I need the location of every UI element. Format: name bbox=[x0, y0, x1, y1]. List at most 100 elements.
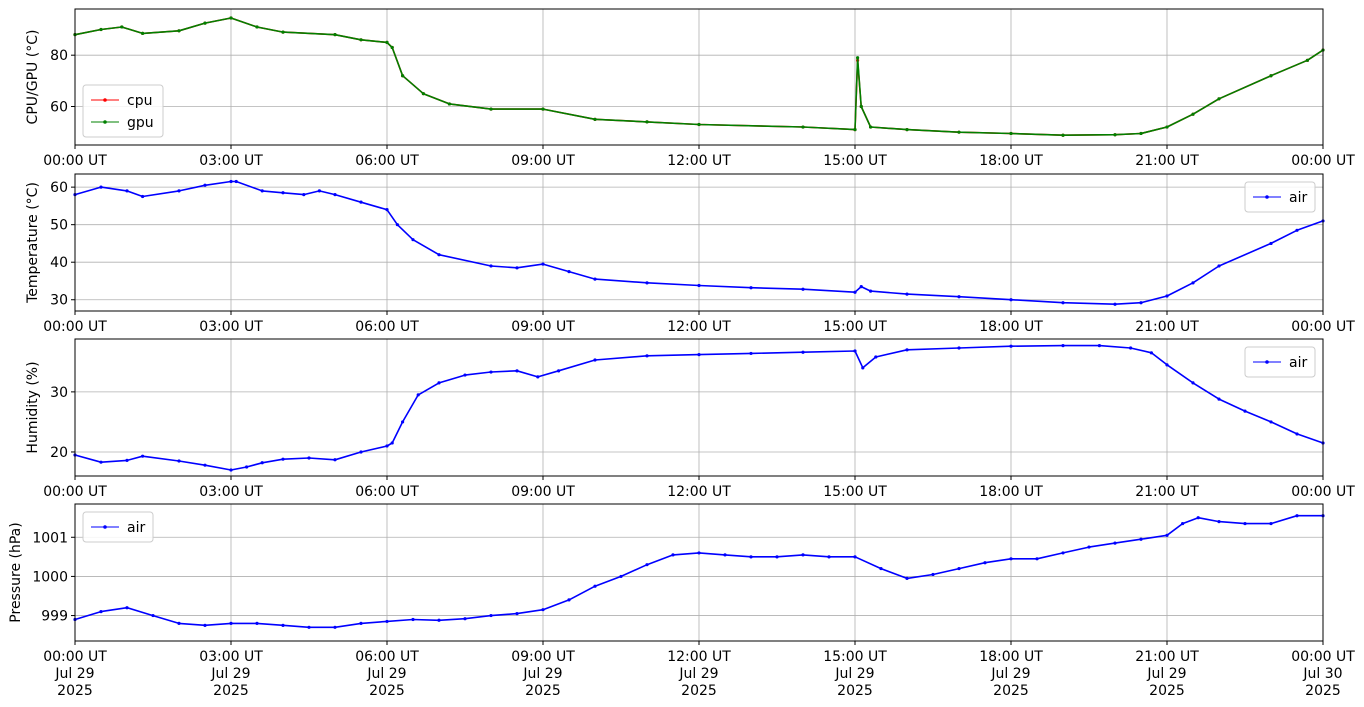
data-point bbox=[593, 358, 597, 362]
data-point bbox=[401, 420, 405, 424]
x-tick-label: 00:00 UT bbox=[1291, 484, 1355, 500]
data-point bbox=[1295, 228, 1299, 232]
x-tick-label: 15:00 UT bbox=[823, 649, 887, 665]
chart-panel-3: 20 30 00:00 UT 03:00 UT 06:00 UT 09:00 UT 12:0… bbox=[25, 338, 1355, 500]
data-point bbox=[99, 610, 103, 614]
data-point bbox=[1217, 397, 1221, 401]
data-point bbox=[749, 555, 753, 559]
data-point bbox=[1269, 521, 1273, 526]
x-tick-year: 2025 bbox=[57, 683, 93, 699]
x-tick-label: 00:00 UT bbox=[43, 153, 107, 169]
data-point bbox=[463, 617, 467, 621]
y-tick-label: 60 bbox=[50, 180, 68, 196]
data-point bbox=[557, 369, 561, 373]
legend-box bbox=[82, 84, 164, 138]
y-axis-label: Humidity (%) bbox=[25, 361, 41, 453]
data-point bbox=[827, 555, 831, 559]
data-point bbox=[853, 290, 857, 294]
data-point bbox=[385, 208, 389, 212]
y-tick-label: 20 bbox=[50, 445, 68, 461]
y-tick-label: 30 bbox=[50, 385, 68, 401]
x-tick-date: Jul 29 bbox=[1146, 666, 1186, 682]
x-tick-label: 09:00 UT bbox=[511, 649, 575, 665]
data-point bbox=[645, 281, 649, 285]
x-tick-date: Jul 29 bbox=[834, 666, 874, 682]
data-point bbox=[177, 621, 181, 625]
y-tick-label: 1000 bbox=[32, 569, 68, 585]
x-tick-year: 2025 bbox=[993, 683, 1029, 699]
data-point bbox=[869, 125, 873, 129]
y-axis-label: Temperature (°C) bbox=[25, 182, 41, 304]
data-point bbox=[1149, 351, 1153, 355]
x-tick-label: 09:00 UT bbox=[511, 153, 575, 169]
y-tick-label: 80 bbox=[50, 48, 68, 64]
data-point bbox=[401, 74, 405, 78]
y-tick-label: 30 bbox=[50, 293, 68, 309]
data-point bbox=[437, 381, 441, 385]
data-point bbox=[229, 16, 233, 20]
data-point bbox=[390, 441, 394, 445]
data-point bbox=[1009, 557, 1013, 561]
data-point bbox=[359, 38, 363, 42]
x-tick-label: 00:00 UT bbox=[43, 649, 107, 665]
legend-marker-air bbox=[103, 525, 107, 529]
legend-label-air: air bbox=[1289, 190, 1307, 206]
data-point bbox=[957, 566, 961, 571]
data-point bbox=[177, 29, 181, 33]
chart-panel-2: 30 40 50 60 00:00 UT 03:00 UT 06:00 UT 09:00 UT… bbox=[25, 173, 1355, 335]
data-point bbox=[645, 120, 649, 124]
x-tick-label: 18:00 UT bbox=[979, 649, 1043, 665]
x-tick-label: 03:00 UT bbox=[199, 153, 263, 169]
x-tick-label: 15:00 UT bbox=[823, 484, 887, 500]
data-point bbox=[1243, 409, 1247, 413]
data-point bbox=[1009, 298, 1013, 302]
x-tick-label: 12:00 UT bbox=[667, 649, 731, 665]
series-markers-air bbox=[73, 344, 1325, 472]
x-tick-label: 00:00 UT bbox=[43, 319, 107, 335]
data-point bbox=[333, 625, 337, 629]
data-point bbox=[593, 584, 597, 588]
x-tick-label: 00:00 UT bbox=[1291, 649, 1355, 665]
data-point bbox=[1087, 545, 1091, 549]
data-point bbox=[1061, 301, 1065, 305]
data-point bbox=[567, 598, 571, 602]
data-point bbox=[567, 269, 571, 274]
data-point bbox=[489, 264, 493, 268]
data-point bbox=[541, 262, 545, 266]
x-tick-year: 2025 bbox=[369, 683, 405, 699]
legend-marker-air bbox=[1265, 195, 1269, 199]
data-point bbox=[1139, 537, 1143, 541]
data-point bbox=[931, 572, 935, 577]
x-tick-label: 21:00 UT bbox=[1135, 319, 1199, 335]
data-point bbox=[1217, 264, 1221, 268]
data-point bbox=[333, 458, 337, 462]
data-point bbox=[255, 621, 259, 625]
data-point bbox=[1139, 131, 1143, 136]
data-point bbox=[541, 608, 545, 612]
x-tick-year: 2025 bbox=[1305, 683, 1341, 699]
data-point bbox=[99, 185, 103, 189]
x-tick-date: Jul 29 bbox=[210, 666, 250, 682]
data-point bbox=[515, 266, 519, 270]
data-point bbox=[801, 125, 805, 129]
y-tick-label: 60 bbox=[50, 100, 68, 116]
data-point bbox=[874, 355, 878, 359]
series-line-gpu bbox=[74, 17, 1324, 136]
data-point bbox=[856, 56, 860, 60]
data-point bbox=[281, 191, 285, 195]
x-tick-year: 2025 bbox=[525, 683, 561, 699]
data-point bbox=[749, 351, 753, 356]
x-tick-year: 2025 bbox=[1149, 683, 1185, 699]
x-tick-year: 2025 bbox=[837, 683, 873, 699]
x-tick-label: 09:00 UT bbox=[511, 319, 575, 335]
data-point bbox=[489, 613, 493, 618]
y-tick-label: 999 bbox=[41, 609, 68, 625]
data-point bbox=[281, 623, 285, 627]
data-point bbox=[671, 553, 675, 557]
x-tick-label: 00:00 UT bbox=[1291, 153, 1355, 169]
legend: air bbox=[1244, 181, 1316, 213]
y-axis-label: Pressure (hPa) bbox=[8, 522, 24, 622]
x-tick-label: 03:00 UT bbox=[199, 319, 263, 335]
x-tick-label: 12:00 UT bbox=[667, 484, 731, 500]
